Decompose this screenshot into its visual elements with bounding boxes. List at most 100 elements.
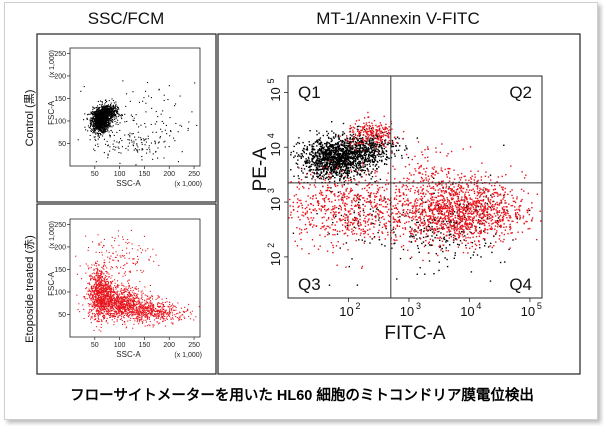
scatter-point bbox=[123, 265, 125, 267]
scatter-point bbox=[93, 290, 95, 292]
scatter-point bbox=[145, 307, 147, 309]
x-tick-label: 150 bbox=[139, 342, 151, 349]
scatter-point bbox=[83, 119, 85, 121]
scatter-point bbox=[311, 157, 313, 160]
scatter-point bbox=[341, 147, 344, 150]
scatter-point bbox=[179, 124, 181, 126]
scatter-point bbox=[93, 132, 95, 134]
scatter-point bbox=[94, 303, 96, 305]
y-tick-label: 100 bbox=[54, 289, 66, 296]
scatter-point bbox=[158, 323, 160, 325]
scatter-point bbox=[104, 120, 106, 122]
scatter-point bbox=[129, 302, 131, 304]
scatter-point bbox=[102, 302, 104, 304]
scatter-point bbox=[116, 300, 118, 302]
scatter-point bbox=[85, 272, 87, 274]
scatter-point bbox=[98, 276, 100, 278]
scatter-point bbox=[95, 268, 97, 270]
scatter-point bbox=[325, 149, 328, 151]
scatter-point bbox=[109, 287, 111, 289]
scatter-point bbox=[104, 288, 106, 290]
scatter-point bbox=[126, 302, 128, 304]
scatter-point bbox=[93, 269, 95, 271]
scatter-point bbox=[109, 285, 111, 287]
scatter-point bbox=[328, 165, 330, 167]
scatter-point bbox=[155, 254, 157, 256]
scatter-point bbox=[344, 153, 347, 156]
scatter-point bbox=[137, 300, 139, 302]
scatter-point bbox=[107, 153, 109, 155]
scatter-point bbox=[157, 315, 159, 317]
scatter-point bbox=[125, 288, 127, 290]
scatter-point bbox=[161, 298, 163, 300]
scatter-point bbox=[330, 151, 332, 153]
scatter-point bbox=[131, 301, 133, 303]
scatter-point bbox=[98, 108, 100, 110]
scatter-point bbox=[145, 111, 147, 113]
scatter-point bbox=[132, 310, 134, 312]
scatter-point bbox=[315, 168, 318, 170]
scatter-point bbox=[115, 108, 117, 110]
scatter-point bbox=[111, 281, 113, 283]
scatter-point bbox=[342, 168, 344, 171]
scatter-point bbox=[109, 111, 111, 113]
scatter-point bbox=[127, 304, 129, 306]
scatter-point bbox=[368, 174, 371, 176]
scatter-point bbox=[91, 297, 93, 299]
scatter-point bbox=[107, 304, 109, 306]
scatter-point bbox=[90, 294, 92, 296]
scatter-point bbox=[121, 319, 123, 321]
scatter-point bbox=[122, 298, 124, 300]
scatter-point bbox=[144, 294, 146, 296]
scatter-point bbox=[100, 292, 102, 294]
scatter-point bbox=[102, 126, 104, 128]
scatter-point bbox=[113, 321, 115, 323]
scatter-point bbox=[322, 178, 325, 180]
scatter-point bbox=[85, 129, 87, 131]
scatter-point bbox=[153, 305, 155, 307]
scatter-point bbox=[141, 143, 143, 145]
scatter-point bbox=[129, 310, 131, 312]
scatter-point bbox=[89, 134, 91, 136]
scatter-point bbox=[100, 128, 102, 130]
scatter-point bbox=[155, 151, 157, 153]
scatter-point bbox=[104, 261, 106, 263]
scatter-point bbox=[112, 315, 114, 317]
scatter-point bbox=[103, 309, 105, 311]
scatter-point bbox=[113, 303, 115, 305]
scatter-point bbox=[136, 296, 138, 298]
scatter-point bbox=[165, 311, 167, 313]
scatter-point bbox=[359, 146, 362, 148]
scatter-point bbox=[345, 161, 347, 163]
scatter-point bbox=[99, 122, 101, 124]
scatter-point bbox=[139, 301, 141, 303]
scatter-point bbox=[103, 273, 105, 275]
scatter-point bbox=[157, 302, 159, 304]
scatter-point bbox=[121, 292, 123, 294]
scatter-point bbox=[106, 113, 108, 115]
scatter-point bbox=[401, 154, 403, 157]
scatter-point bbox=[171, 308, 173, 310]
scatter-point bbox=[96, 110, 98, 112]
scatter-point bbox=[152, 309, 154, 311]
scatter-point bbox=[159, 311, 161, 313]
scatter-point bbox=[97, 309, 99, 311]
scatter-point bbox=[121, 114, 123, 116]
scatter-point bbox=[95, 251, 97, 253]
scatter-point bbox=[104, 111, 106, 113]
scatter-point bbox=[113, 310, 115, 312]
scatter-point bbox=[103, 317, 105, 319]
scatter-point bbox=[158, 88, 160, 90]
scatter-point bbox=[117, 112, 119, 114]
scatter-point bbox=[155, 308, 157, 310]
scatter-point bbox=[354, 159, 357, 161]
scatter-point bbox=[320, 178, 322, 180]
scatter-point bbox=[101, 300, 103, 302]
scatter-point bbox=[149, 325, 151, 327]
scatter-point bbox=[105, 271, 107, 273]
scatter-point bbox=[179, 95, 181, 97]
scatter-point bbox=[141, 159, 143, 161]
scatter-point bbox=[162, 316, 164, 318]
scatter-point bbox=[109, 309, 111, 311]
scatter-point bbox=[337, 159, 340, 161]
